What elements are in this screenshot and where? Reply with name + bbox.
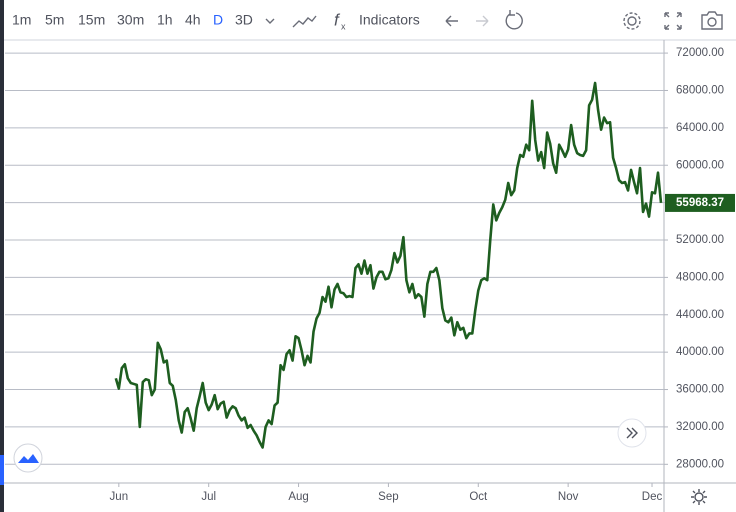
fullscreen-button[interactable] xyxy=(664,12,682,30)
x-tick-label: Nov xyxy=(558,491,579,503)
reset-button[interactable] xyxy=(505,10,523,30)
x-tick-label: Dec xyxy=(642,491,663,503)
axes: 28000.00 32000.00 36000.00 40000.00 44000.00… xyxy=(110,47,735,503)
interval-button[interactable]: 4h xyxy=(185,12,201,28)
left-edge-accent xyxy=(0,455,4,485)
y-tick-label: 32000.00 xyxy=(676,421,724,433)
y-tick-label: 60000.00 xyxy=(676,159,724,171)
last-price-label: 55968.37 xyxy=(676,197,724,209)
interval-button[interactable]: 5m xyxy=(45,12,64,28)
y-tick-label: 40000.00 xyxy=(676,346,724,358)
settings-button[interactable] xyxy=(627,16,637,26)
last-price-marker xyxy=(665,193,735,212)
x-tick-label: Jun xyxy=(110,491,129,503)
snapshot-lens xyxy=(707,17,717,27)
interval-button[interactable]: 30m xyxy=(117,12,144,28)
interval-dropdown[interactable] xyxy=(265,18,275,24)
interval-button[interactable]: 1m xyxy=(12,12,31,28)
redo-button[interactable] xyxy=(476,15,489,27)
y-tick-label: 64000.00 xyxy=(676,122,724,134)
toolbar: f x 1m 5m 15m 30m 1h 4h D 3D Indicators xyxy=(4,10,736,41)
settings-button-teeth xyxy=(623,12,641,30)
y-tick-label: 72000.00 xyxy=(676,47,724,59)
indicators-icon[interactable]: f xyxy=(334,10,341,29)
interval-button[interactable]: 1h xyxy=(157,12,173,28)
y-tick-label: 68000.00 xyxy=(676,84,724,96)
interval-button[interactable]: D xyxy=(213,12,223,28)
price-line xyxy=(114,81,663,449)
y-tick-label: 36000.00 xyxy=(676,384,724,396)
axis-settings-button[interactable] xyxy=(694,492,704,502)
x-tick-label: Oct xyxy=(469,491,488,503)
y-tick-label: 28000.00 xyxy=(676,458,724,470)
plot xyxy=(114,81,663,449)
indicators-button[interactable]: Indicators xyxy=(359,12,420,28)
y-tick-label: 52000.00 xyxy=(676,234,724,246)
undo-button[interactable] xyxy=(445,15,458,27)
x-tick-label: Sep xyxy=(378,491,398,503)
interval-button[interactable]: 3D xyxy=(235,12,253,28)
left-edge xyxy=(0,0,4,512)
logo-button[interactable] xyxy=(13,443,43,473)
x-tick-label: Aug xyxy=(288,491,308,503)
chart-style-button[interactable] xyxy=(292,15,317,28)
snapshot-button[interactable] xyxy=(701,11,723,30)
x-tick-label: Jul xyxy=(201,491,216,503)
logo-icon xyxy=(18,454,39,463)
y-tick-label: 48000.00 xyxy=(676,271,724,283)
axis-settings-teeth xyxy=(691,489,707,505)
interval-button[interactable]: 15m xyxy=(78,12,105,28)
y-tick-label: 44000.00 xyxy=(676,309,724,321)
indicators-icon-sub: x xyxy=(341,21,346,31)
scroll-to-latest-icon xyxy=(626,427,638,439)
